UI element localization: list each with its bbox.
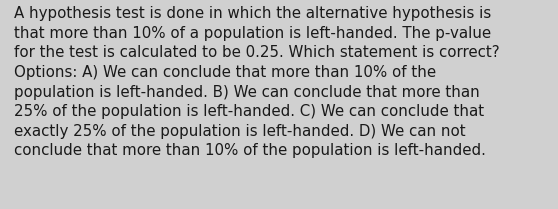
- Text: A hypothesis test is done in which the alternative hypothesis is
that more than : A hypothesis test is done in which the a…: [14, 6, 499, 158]
